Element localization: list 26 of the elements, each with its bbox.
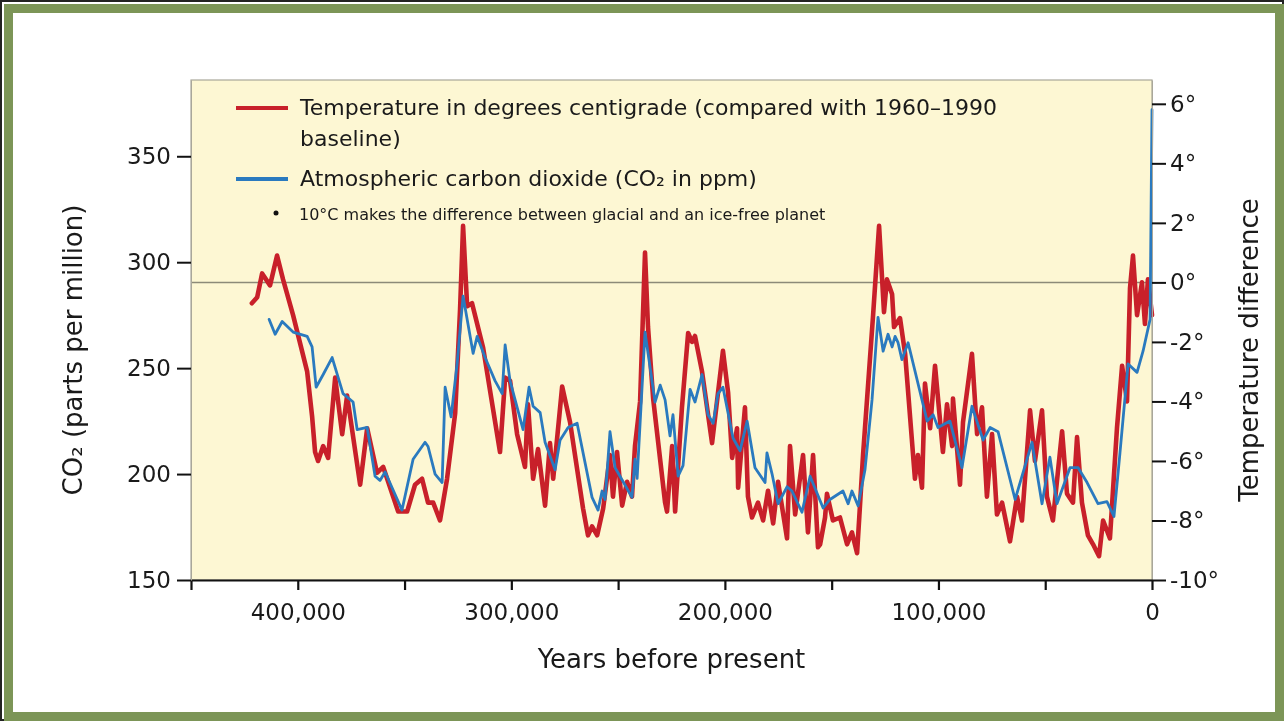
annotation: 10°C makes the difference between glacial and an ice-free planet <box>299 205 826 224</box>
y2-tick-label: 6° <box>1170 90 1197 117</box>
x-tick-label: 400,000 <box>250 599 346 626</box>
y2-tick-label: -8° <box>1170 507 1205 534</box>
y2-tick-label: 4° <box>1170 150 1197 177</box>
y-axis-title: CO₂ (parts per million) <box>58 204 88 496</box>
y2-tick-label: -10° <box>1170 566 1220 593</box>
y-tick-label: 250 <box>127 355 171 381</box>
y-tick-label: 200 <box>127 460 171 487</box>
y2-tick-label: -2° <box>1170 328 1205 355</box>
y-tick-label: 150 <box>127 566 171 593</box>
x-tick-label: 0 <box>1145 599 1160 626</box>
y2-axis-title: Temperature difference <box>1234 198 1264 503</box>
legend-label: Atmospheric carbon dioxide (CO₂ in ppm) <box>300 166 757 191</box>
x-tick-label: 300,000 <box>464 599 560 626</box>
y2-tick-label: -4° <box>1170 388 1205 415</box>
x-tick-label: 100,000 <box>891 599 987 626</box>
line-series <box>249 223 1155 559</box>
y2-tick-label: -6° <box>1170 447 1205 474</box>
x-tick-label: 200,000 <box>677 599 773 626</box>
y-tick-label: 350 <box>127 143 171 170</box>
y-tick-label: 300 <box>127 249 171 276</box>
x-axis-title: Years before present <box>536 644 806 674</box>
y2-tick-label: 0° <box>1170 269 1197 296</box>
y2-tick-label: 2° <box>1170 209 1197 236</box>
legend-label: Temperature in degrees centigrade (compared with 1960–1990 baseline) <box>299 95 997 151</box>
